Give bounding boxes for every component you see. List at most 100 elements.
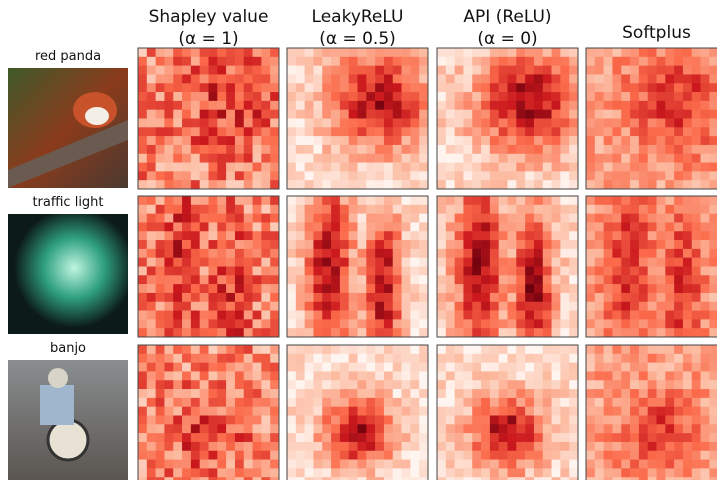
heatmap-cell: [508, 363, 517, 372]
heatmap-cell: [287, 311, 296, 320]
heatmap-cell: [569, 328, 578, 337]
heatmap-cell: [499, 222, 508, 231]
heatmap-cell: [446, 249, 455, 258]
heatmap-cell: [534, 180, 543, 189]
heatmap-cell: [235, 293, 244, 302]
heatmap-cell: [261, 363, 270, 372]
heatmap-cell: [402, 205, 411, 214]
heatmap-cell: [463, 66, 472, 75]
heatmap-cell: [375, 442, 384, 451]
heatmap-cell: [543, 354, 552, 363]
heatmap-cell: [340, 74, 349, 83]
heatmap-cell: [455, 57, 464, 66]
heatmap-cell: [639, 196, 648, 205]
heatmap-cell: [340, 468, 349, 477]
heatmap-cell: [621, 275, 630, 284]
heatmap-cell: [560, 196, 569, 205]
heatmap-cell: [630, 460, 639, 469]
heatmap-cell: [358, 249, 367, 258]
heatmap-cell: [209, 101, 218, 110]
heatmap-cell: [410, 371, 419, 380]
heatmap-cell: [366, 74, 375, 83]
heatmap-cell: [463, 468, 472, 477]
heatmap-cell: [287, 249, 296, 258]
heatmap-cell: [419, 136, 428, 145]
heatmap-cell: [552, 275, 561, 284]
heatmap-cell: [560, 249, 569, 258]
heatmap-cell: [692, 258, 701, 267]
heatmap-cell: [366, 407, 375, 416]
heatmap-cell: [543, 48, 552, 57]
heatmap-cell: [209, 354, 218, 363]
heatmap-cell: [508, 231, 517, 240]
heatmap-cell: [463, 101, 472, 110]
heatmap-cell: [534, 275, 543, 284]
heatmap-cell: [419, 345, 428, 354]
heatmap-cell: [200, 48, 209, 57]
heatmap-cell: [235, 119, 244, 128]
heatmap-cell: [525, 311, 534, 320]
heatmap-cell: [586, 171, 595, 180]
heatmap-cell: [463, 163, 472, 172]
heatmap-cell: [534, 83, 543, 92]
heatmap-cell: [543, 205, 552, 214]
heatmap-cell: [437, 127, 446, 136]
heatmap-cell: [173, 180, 182, 189]
heatmap-cell: [604, 240, 613, 249]
heatmap-cell: [709, 293, 717, 302]
heatmap-cell: [331, 119, 340, 128]
heatmap-cell: [296, 145, 305, 154]
heatmap-cell: [349, 407, 358, 416]
heatmap-cell: [322, 416, 331, 425]
heatmap-cell: [525, 380, 534, 389]
heatmap-cell: [393, 48, 402, 57]
heatmap-cell: [569, 222, 578, 231]
heatmap-cell: [358, 231, 367, 240]
heatmap-cell: [209, 371, 218, 380]
heatmap-cell: [200, 468, 209, 477]
heatmap-cell: [253, 127, 262, 136]
heatmap-cell: [287, 119, 296, 128]
heatmap-cell: [657, 66, 666, 75]
heatmap-cell: [410, 354, 419, 363]
heatmap-cell: [402, 231, 411, 240]
heatmap-cell: [217, 145, 226, 154]
heatmap-cell: [209, 171, 218, 180]
heatmap-cell: [331, 74, 340, 83]
heatmap-cell: [543, 424, 552, 433]
heatmap-cell: [296, 319, 305, 328]
heatmap-cell: [270, 293, 279, 302]
heatmap-cell: [595, 275, 604, 284]
heatmap-cell: [226, 424, 235, 433]
heatmap-cell: [209, 398, 218, 407]
heatmap-cell: [253, 424, 262, 433]
heatmap-cell: [322, 222, 331, 231]
heatmap-cell: [481, 74, 490, 83]
heatmap-cell: [701, 92, 710, 101]
heatmap-cell: [560, 302, 569, 311]
heatmap-cell: [331, 48, 340, 57]
heatmap-cell: [287, 284, 296, 293]
heatmap-cell: [630, 451, 639, 460]
heatmap-cell: [209, 328, 218, 337]
heatmap-cell: [402, 416, 411, 425]
heatmap-cell: [472, 284, 481, 293]
heatmap-cell: [692, 380, 701, 389]
heatmap-cell: [455, 249, 464, 258]
heatmap-cell: [173, 284, 182, 293]
heatmap-cell: [499, 451, 508, 460]
heatmap-cell: [446, 145, 455, 154]
heatmap-cell: [226, 345, 235, 354]
heatmap-cell: [665, 163, 674, 172]
heatmap-cell: [235, 222, 244, 231]
heatmap-cell: [490, 293, 499, 302]
heatmap-cell: [639, 311, 648, 320]
heatmap-cell: [375, 119, 384, 128]
heatmap-cell: [305, 407, 314, 416]
heatmap-cell: [525, 171, 534, 180]
heatmap-cell: [472, 136, 481, 145]
heatmap-cell: [709, 214, 717, 223]
heatmap-cell: [630, 407, 639, 416]
heatmap-cell: [709, 354, 717, 363]
heatmap-cell: [612, 127, 621, 136]
